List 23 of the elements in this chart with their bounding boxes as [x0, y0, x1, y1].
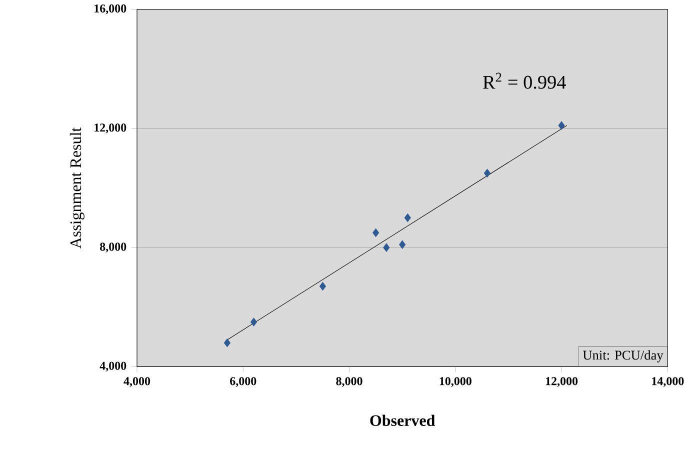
point — [319, 282, 326, 291]
x-axis-title: Observed — [370, 414, 436, 426]
point — [224, 338, 230, 348]
y-axis-title: Assignment Result — [70, 128, 84, 249]
point — [558, 121, 565, 130]
x-tick-label: 12,000 — [546, 377, 578, 388]
annotation: Unit: PCU/day — [582, 350, 664, 363]
point — [484, 169, 491, 178]
point — [383, 243, 390, 252]
annotation: R$^{2}$ = 0.994 — [483, 72, 566, 90]
x-tick-label: 10,000 — [440, 377, 472, 388]
x-tick-label: 4,000 — [124, 377, 150, 388]
y-tick-label: 4,000 — [100, 362, 126, 372]
y-tick-label: 8,000 — [100, 242, 126, 253]
y-tick-label: 16,000 — [94, 4, 126, 14]
point — [399, 240, 406, 250]
point — [372, 228, 380, 238]
point — [250, 318, 258, 326]
point — [404, 214, 411, 222]
x-tick-label: 6,000 — [230, 377, 256, 388]
x-tick-label: 14,000 — [652, 377, 684, 388]
y-tick-label: 12,000 — [94, 124, 126, 134]
x-tick-label: 8,000 — [336, 377, 362, 388]
